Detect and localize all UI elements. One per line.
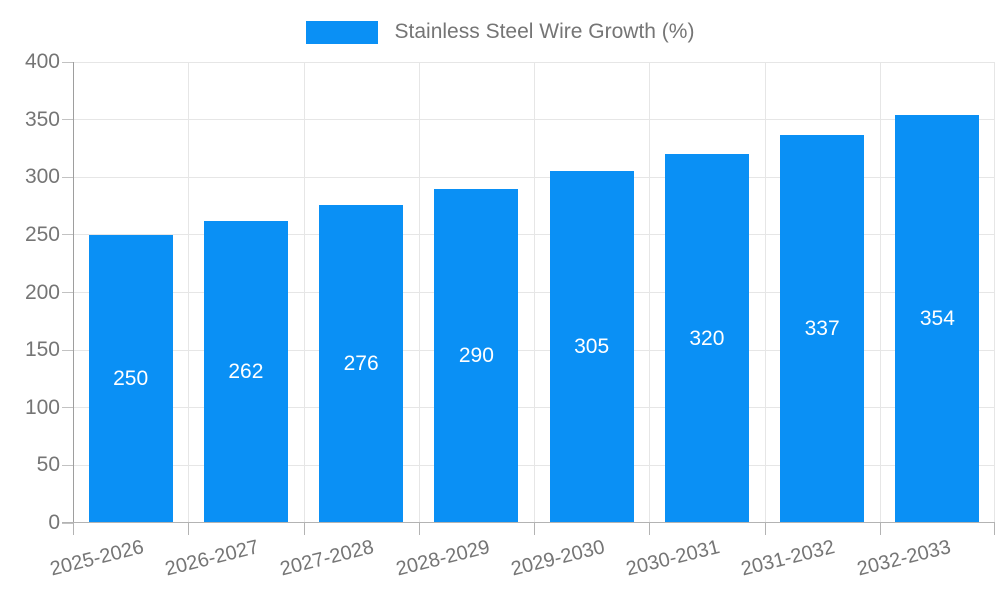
y-tick	[62, 522, 73, 524]
y-tick	[62, 407, 73, 409]
v-gridline	[188, 62, 190, 523]
y-tick	[62, 234, 73, 236]
y-tick	[62, 61, 73, 63]
x-axis-line	[62, 522, 995, 523]
y-axis-label: 50	[36, 453, 60, 477]
y-axis-label: 0	[48, 511, 60, 534]
y-axis-label: 250	[24, 222, 60, 246]
y-axis-label: 400	[24, 50, 60, 73]
x-tick	[534, 523, 535, 535]
y-tick	[62, 349, 73, 351]
x-axis-label: 2027-2028	[278, 536, 377, 581]
x-tick	[303, 523, 305, 535]
x-axis-label: 2026-2027	[163, 536, 262, 581]
bar-value-label: 320	[689, 326, 725, 350]
x-tick	[994, 523, 995, 535]
x-tick	[879, 523, 881, 535]
legend-label: Stainless Steel Wire Growth (%)	[394, 20, 695, 43]
v-gridline	[879, 62, 881, 523]
y-tick	[62, 292, 73, 293]
bar[interactable]: 250	[88, 234, 173, 523]
v-gridline	[649, 62, 651, 523]
y-axis-label: 300	[24, 165, 60, 189]
x-axis-label: 2030-2031	[624, 536, 723, 581]
x-tick	[649, 523, 651, 535]
v-gridline	[418, 62, 420, 523]
bar[interactable]: 320	[664, 154, 749, 523]
legend-swatch	[305, 20, 378, 44]
x-axis-label: 2029-2030	[508, 536, 607, 581]
bar[interactable]: 337	[780, 134, 865, 523]
v-gridline	[994, 62, 995, 523]
plot-area: 250 262 276 290 305 320 337 354	[62, 61, 995, 535]
y-axis-label: 200	[24, 280, 60, 304]
x-tick	[418, 523, 420, 535]
x-tick	[188, 523, 190, 535]
bar[interactable]: 276	[319, 204, 404, 523]
bar-value-label: 276	[343, 351, 379, 375]
bar-value-label: 305	[574, 335, 610, 359]
bar[interactable]: 354	[895, 115, 980, 523]
x-axis-label: 2032-2033	[854, 536, 953, 581]
bar-value-label: 262	[228, 360, 264, 383]
y-tick	[62, 119, 73, 121]
bar[interactable]: 305	[549, 171, 634, 523]
bar-value-label: 250	[113, 366, 149, 390]
y-axis-line	[73, 62, 74, 523]
bar[interactable]: 290	[434, 188, 519, 523]
v-gridline	[764, 62, 766, 523]
bar-value-label: 290	[458, 343, 494, 367]
bar-value-label: 337	[804, 316, 840, 340]
y-tick	[62, 176, 73, 178]
legend-item[interactable]: Stainless Steel Wire Growth (%)	[0, 20, 1000, 44]
y-tick	[62, 464, 73, 466]
x-tick	[764, 523, 766, 535]
y-axis-label: 100	[24, 395, 60, 419]
y-axis-label: 150	[24, 338, 60, 362]
x-tick	[73, 523, 74, 535]
x-axis-label: 2028-2029	[393, 536, 492, 581]
x-axis-label: 2031-2032	[739, 536, 838, 581]
y-axis-label: 350	[24, 107, 60, 131]
x-axis-label: 2025-2026	[47, 536, 146, 581]
bar-value-label: 354	[919, 306, 955, 330]
v-gridline	[534, 62, 535, 523]
bar[interactable]: 262	[203, 221, 288, 523]
v-gridline	[303, 62, 305, 523]
